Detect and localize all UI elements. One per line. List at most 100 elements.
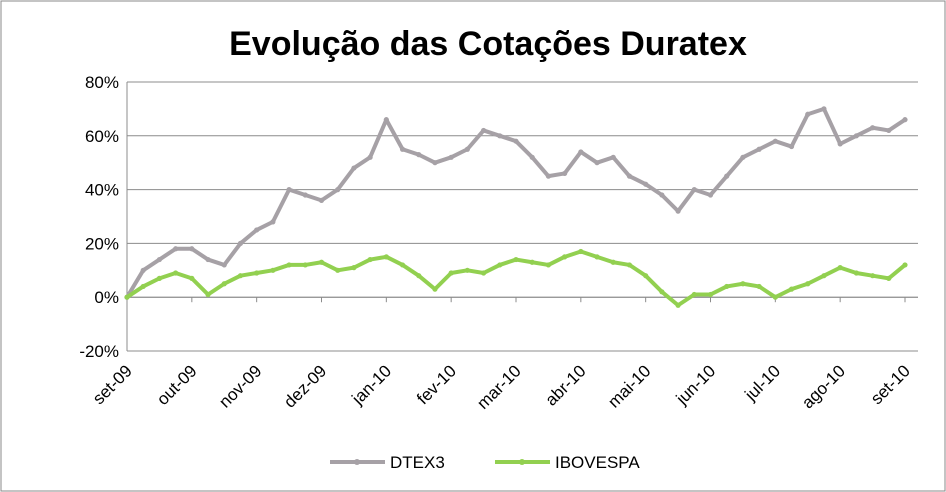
point-marker <box>497 262 503 268</box>
point-marker <box>724 173 730 179</box>
point-marker <box>853 133 859 139</box>
point-marker <box>497 133 503 139</box>
point-marker <box>772 138 778 144</box>
y-tick-label: 0% <box>94 288 119 307</box>
point-marker <box>610 154 616 160</box>
point-marker <box>383 117 389 123</box>
point-marker <box>432 160 438 166</box>
y-tick-label: -20% <box>79 342 119 361</box>
point-marker <box>902 262 908 268</box>
point-marker <box>480 270 487 276</box>
point-marker <box>221 281 227 287</box>
point-marker <box>416 273 422 279</box>
point-marker <box>140 283 146 290</box>
point-marker <box>189 275 195 281</box>
point-marker <box>302 262 308 268</box>
point-marker <box>302 192 308 198</box>
point-marker <box>610 259 616 265</box>
point-marker <box>756 283 762 290</box>
point-marker <box>691 187 697 193</box>
point-marker <box>805 111 811 117</box>
point-marker <box>270 219 276 225</box>
point-marker <box>156 275 163 281</box>
point-marker <box>724 283 730 290</box>
point-marker <box>448 154 454 160</box>
point-marker <box>464 146 470 152</box>
point-marker <box>545 262 552 268</box>
point-marker <box>237 273 244 279</box>
legend-marker <box>354 459 360 465</box>
point-marker <box>902 117 908 123</box>
y-tick-label: 80% <box>85 73 119 92</box>
point-marker <box>691 291 697 298</box>
point-marker <box>335 187 341 193</box>
point-marker <box>448 270 454 276</box>
point-marker <box>367 154 373 160</box>
legend-label: IBOVESPA <box>555 453 640 472</box>
point-marker <box>189 246 195 252</box>
point-marker <box>675 208 681 214</box>
y-tick-label: 20% <box>85 234 119 253</box>
point-marker <box>383 254 389 260</box>
point-marker <box>626 173 633 179</box>
point-marker <box>464 267 470 273</box>
point-marker <box>432 286 438 292</box>
point-marker <box>351 165 357 171</box>
point-marker <box>399 146 406 152</box>
point-marker <box>853 270 859 276</box>
point-marker <box>594 160 600 166</box>
point-marker <box>254 227 260 233</box>
chart-title: Evolução das Cotações Duratex <box>229 25 747 63</box>
point-marker <box>659 289 665 295</box>
point-marker <box>367 256 373 263</box>
point-marker <box>529 154 535 160</box>
point-marker <box>480 127 487 134</box>
point-marker <box>740 281 746 287</box>
point-marker <box>545 173 552 179</box>
point-marker <box>221 262 227 268</box>
point-marker <box>756 146 762 152</box>
point-marker <box>626 262 633 268</box>
point-marker <box>318 197 325 203</box>
point-marker <box>578 149 584 155</box>
point-marker <box>140 267 146 273</box>
point-marker <box>643 181 649 187</box>
legend-marker <box>519 459 525 465</box>
point-marker <box>788 143 795 150</box>
point-marker <box>562 170 568 177</box>
point-marker <box>173 270 179 276</box>
point-marker <box>578 248 584 255</box>
y-tick-label: 60% <box>85 127 119 146</box>
point-marker <box>399 262 406 268</box>
point-marker <box>869 125 876 131</box>
point-marker <box>529 259 535 265</box>
point-marker <box>821 273 827 279</box>
point-marker <box>335 267 341 273</box>
point-marker <box>173 246 179 252</box>
point-marker <box>124 294 130 300</box>
point-marker <box>205 291 211 298</box>
point-marker <box>205 256 211 263</box>
point-marker <box>643 273 649 279</box>
point-marker <box>286 262 292 268</box>
point-marker <box>562 254 568 260</box>
point-marker <box>805 281 811 287</box>
point-marker <box>837 141 843 147</box>
point-marker <box>886 127 892 134</box>
point-marker <box>351 265 357 271</box>
point-marker <box>869 273 876 279</box>
point-marker <box>156 256 163 263</box>
point-marker <box>237 240 244 246</box>
point-marker <box>886 275 892 281</box>
point-marker <box>594 254 600 260</box>
point-marker <box>513 256 519 263</box>
point-marker <box>740 154 746 160</box>
point-marker <box>821 106 827 112</box>
point-marker <box>837 265 843 271</box>
y-tick-label: 40% <box>85 181 119 200</box>
legend-label: DTEX3 <box>390 453 445 472</box>
point-marker <box>788 286 795 292</box>
point-marker <box>659 192 665 198</box>
point-marker <box>270 267 276 273</box>
